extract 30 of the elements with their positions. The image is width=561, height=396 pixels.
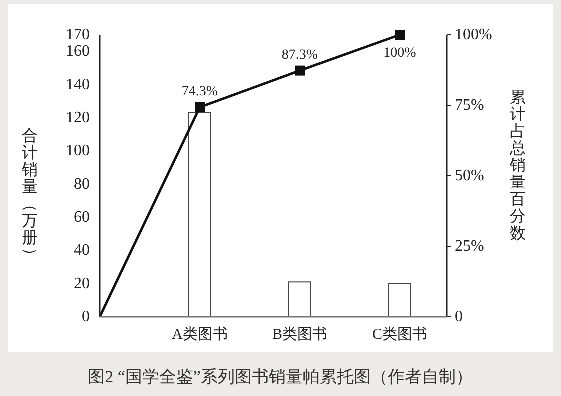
y-tick-label: 120 xyxy=(66,109,90,126)
point xyxy=(395,30,405,40)
y2-tick-label: 75% xyxy=(455,97,484,114)
y-tick-label: 170 xyxy=(66,26,90,44)
y-tick-label: 40 xyxy=(74,242,90,260)
y2-tick-label: 50% xyxy=(455,168,484,184)
point xyxy=(295,66,305,76)
y-tick-label: 100 xyxy=(66,142,90,160)
data-label: 87.3% xyxy=(282,48,318,63)
data-label: 100% xyxy=(384,46,417,61)
y-tick-label: 140 xyxy=(66,76,90,94)
y-tick-label: 160 xyxy=(66,43,90,60)
data-label: 74.3% xyxy=(182,84,218,100)
text: 图2 “国学全鉴”系列图书销量帕累托图（作者自制） xyxy=(88,368,473,386)
x-tick-label: B类图书 xyxy=(272,326,328,343)
bar xyxy=(188,112,212,318)
y2-tick-label: 25% xyxy=(455,238,484,255)
y-tick-label: 80 xyxy=(74,176,90,193)
y-axis-title: 合计销量（万册） xyxy=(21,127,38,264)
y-tick-label: 60 xyxy=(74,208,90,226)
y2-tick-label: 0 xyxy=(455,308,463,326)
text: 累计占总销量百分数 xyxy=(510,90,526,242)
bar xyxy=(288,282,312,318)
point xyxy=(195,102,205,112)
x-tick-label: C类图书 xyxy=(372,326,428,343)
y2-tick-label: 100% xyxy=(455,26,492,44)
x-tick-label: A类图书 xyxy=(172,326,228,343)
y-tick-label: 0 xyxy=(82,308,90,326)
y-tick-label: 20 xyxy=(74,275,90,292)
bar xyxy=(388,283,412,318)
